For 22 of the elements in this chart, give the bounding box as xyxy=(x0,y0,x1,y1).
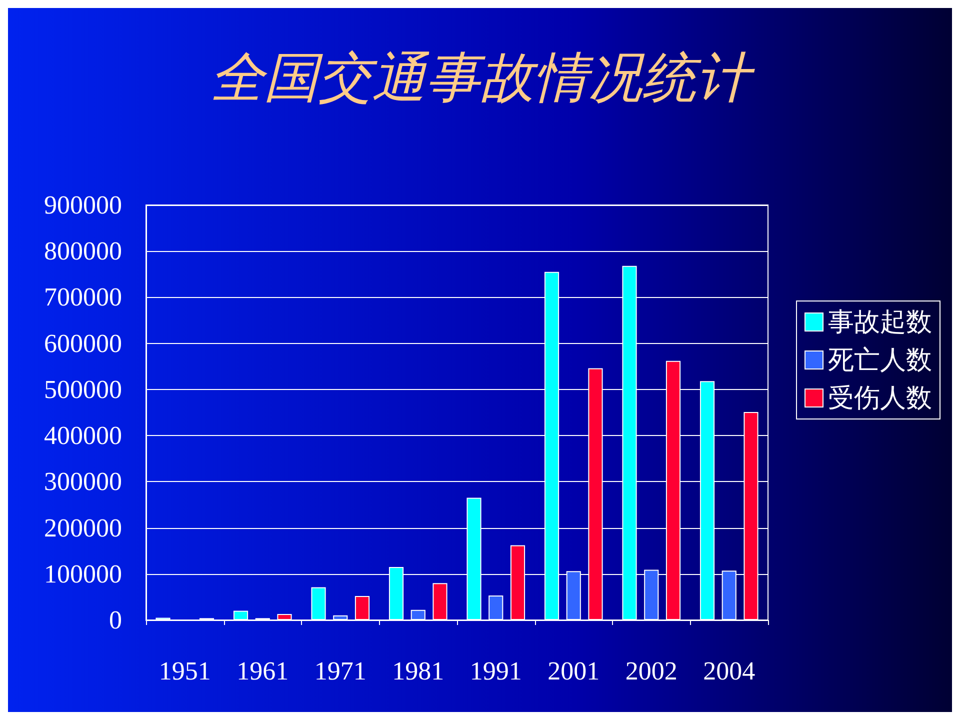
y-tick-label: 700000 xyxy=(44,282,122,312)
y-tick-label: 500000 xyxy=(44,374,122,404)
y-tick-label: 600000 xyxy=(44,328,122,358)
y-tick-label: 100000 xyxy=(44,559,122,588)
legend-label: 死亡人数 xyxy=(828,346,932,374)
x-tick-label: 2004 xyxy=(703,656,756,686)
chart-title: 全国交通事故情况统计 xyxy=(210,48,755,108)
y-tick-label: 200000 xyxy=(44,513,122,542)
x-tick-label: 2001 xyxy=(548,656,600,686)
y-tick-label: 300000 xyxy=(44,467,122,496)
y-tick-label: 900000 xyxy=(44,190,122,220)
y-tick-label: 400000 xyxy=(44,421,122,450)
x-tick-label: 1971 xyxy=(314,656,366,686)
x-tick-label: 1981 xyxy=(392,656,444,686)
y-tick-label: 0 xyxy=(109,606,122,634)
y-tick-label: 800000 xyxy=(44,236,122,266)
legend-label: 事故起数 xyxy=(828,308,932,336)
legend-label: 受伤人数 xyxy=(828,384,932,412)
x-tick-label: 1991 xyxy=(470,656,522,686)
x-tick-label: 1951 xyxy=(158,656,211,686)
x-tick-label: 2002 xyxy=(625,656,678,686)
x-tick-label: 1961 xyxy=(236,656,289,686)
